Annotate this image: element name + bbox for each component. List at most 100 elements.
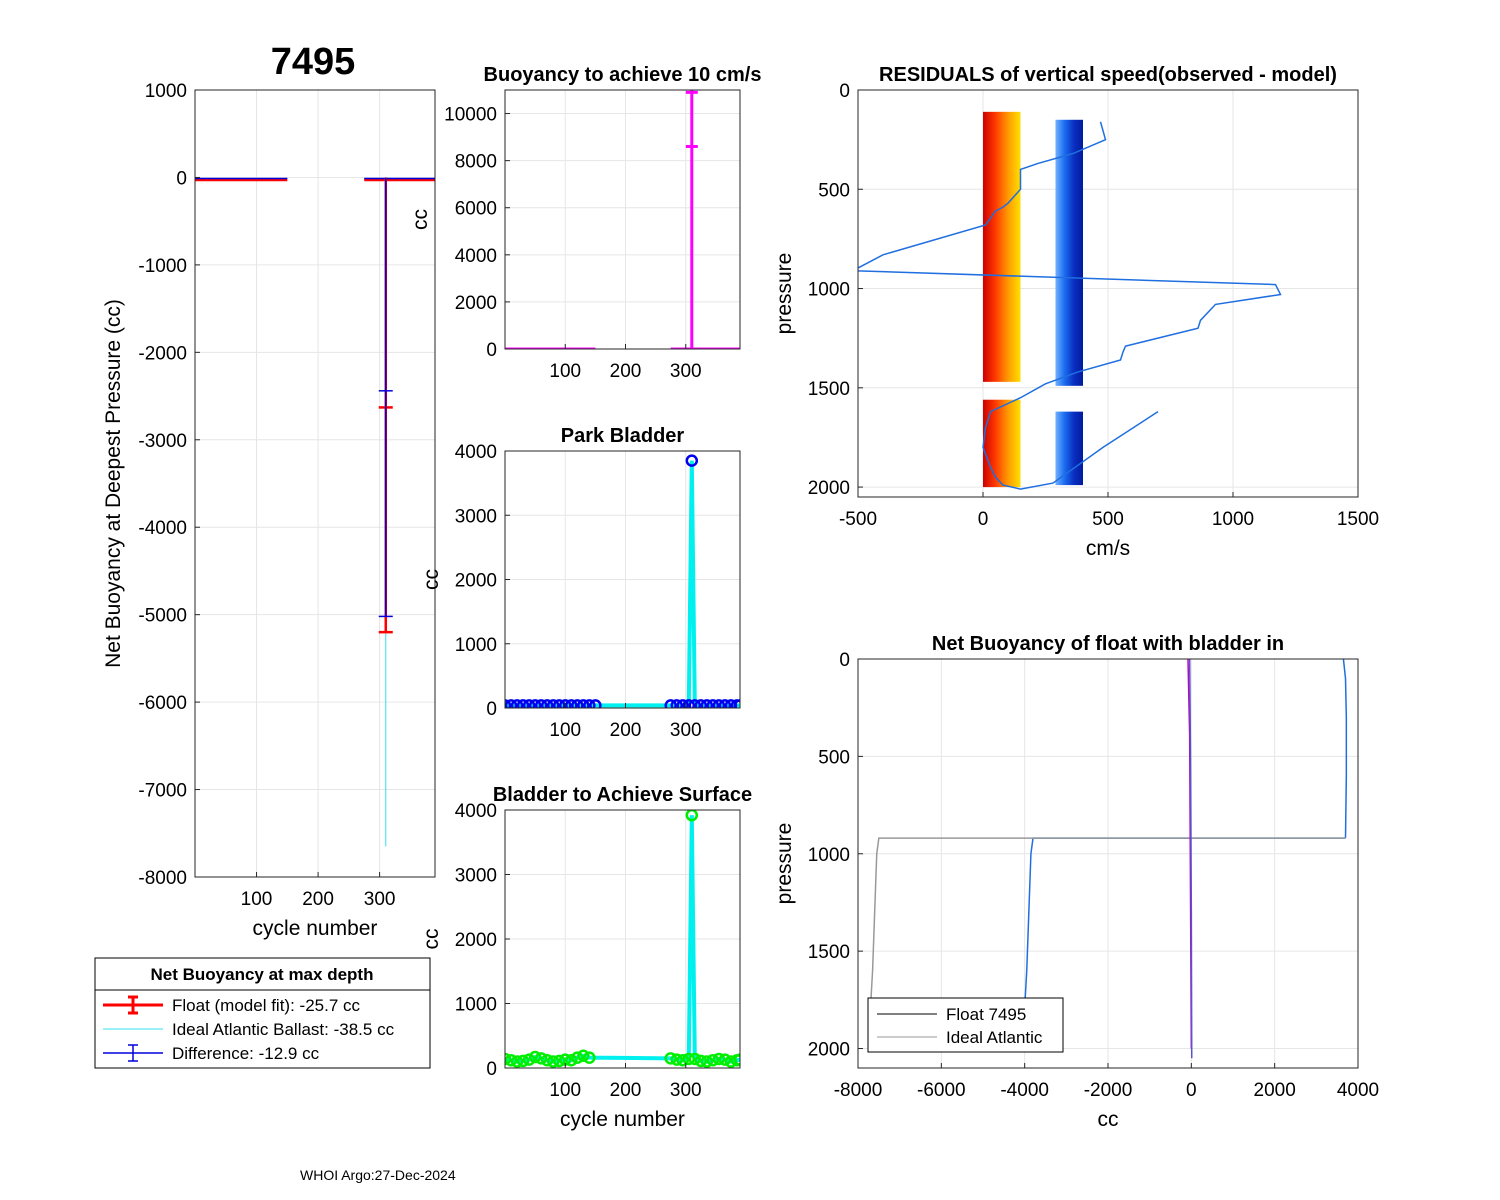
y-tick-label: -5000 bbox=[138, 606, 187, 627]
x-tick-label: -8000 bbox=[834, 1080, 883, 1101]
data-point bbox=[694, 699, 708, 708]
x-tick-label: -2000 bbox=[1084, 1080, 1133, 1101]
data-point bbox=[685, 454, 699, 467]
y-tick-label: -1000 bbox=[138, 256, 187, 277]
data-point bbox=[516, 1054, 530, 1068]
y-tick-label: 3000 bbox=[455, 866, 497, 887]
y-tick-label: 3000 bbox=[455, 506, 497, 527]
y-axis-label: pressure bbox=[773, 253, 796, 335]
data-point bbox=[676, 1054, 690, 1067]
y-tick-label: 1000 bbox=[455, 635, 497, 656]
chart-title: Park Bladder bbox=[561, 425, 685, 447]
series-line-residual bbox=[858, 121, 1282, 490]
y-tick-label: 1500 bbox=[808, 379, 850, 400]
warm-band bbox=[983, 111, 1021, 382]
x-tick-label: 300 bbox=[364, 889, 396, 910]
data-point bbox=[522, 1053, 536, 1066]
data-point bbox=[546, 1055, 560, 1068]
chart-title: Buoyancy to achieve 10 cm/s bbox=[484, 64, 762, 86]
x-tick-label: 100 bbox=[549, 720, 581, 741]
y-axis-label: cc bbox=[420, 569, 443, 590]
plot-content bbox=[869, 659, 1348, 1059]
data-point bbox=[712, 1052, 726, 1066]
panel-residuals: -500 0 500 1000 1500 0 500 1000 1500 2000 RESIDUAL… bbox=[773, 64, 1379, 560]
plot-area bbox=[505, 90, 740, 349]
data-point bbox=[682, 1052, 696, 1066]
legend-net-buoyancy: Net Buoyancy at max depth Float (model f… bbox=[94, 957, 431, 1069]
x-tick-label: 200 bbox=[302, 889, 334, 910]
x-tick-label: 300 bbox=[670, 720, 702, 741]
x-tick-label: 100 bbox=[549, 1080, 581, 1101]
x-tick-label: -500 bbox=[839, 509, 877, 530]
legend-box bbox=[94, 957, 431, 1069]
y-tick-label: 4000 bbox=[455, 246, 497, 267]
plot-content bbox=[195, 177, 435, 847]
x-tick-label: 500 bbox=[1092, 509, 1124, 530]
y-tick-label: 2000 bbox=[808, 478, 850, 499]
legend-bladder-box bbox=[867, 997, 1064, 1053]
plot-content bbox=[505, 810, 740, 1068]
data-point bbox=[571, 699, 584, 708]
y-tick-label: 0 bbox=[176, 168, 187, 189]
y-tick-label: 6000 bbox=[455, 199, 497, 220]
data-point bbox=[534, 699, 548, 708]
data-point bbox=[718, 1053, 732, 1066]
data-point bbox=[589, 699, 602, 708]
x-tick-label: 100 bbox=[549, 361, 581, 382]
plot-area bbox=[195, 90, 435, 877]
data-point bbox=[694, 1054, 708, 1068]
legend-title: Net Buoyancy at max depth bbox=[151, 965, 374, 984]
y-tick-label: 0 bbox=[486, 340, 497, 361]
data-point bbox=[528, 699, 542, 708]
x-tick-label: -6000 bbox=[917, 1080, 966, 1101]
data-point bbox=[516, 699, 530, 708]
data-point bbox=[546, 699, 560, 708]
data-point bbox=[700, 1055, 714, 1068]
y-tick-label: 2000 bbox=[808, 1040, 850, 1061]
y-axis-label: cc bbox=[420, 929, 443, 950]
y-tick-label: 10000 bbox=[444, 105, 497, 126]
data-point bbox=[571, 1051, 584, 1064]
x-tick-label: 0 bbox=[1186, 1080, 1197, 1101]
data-point bbox=[688, 1052, 702, 1066]
data-point bbox=[733, 699, 740, 708]
y-tick-label: 1500 bbox=[808, 942, 850, 963]
plot-content bbox=[505, 454, 740, 708]
data-point bbox=[664, 1052, 677, 1065]
series-line-blue-profile-a bbox=[1342, 659, 1348, 839]
data-point bbox=[700, 699, 714, 708]
y-axis-label: Net Buoyancy at Deepest Pressure (cc) bbox=[102, 299, 125, 668]
data-point bbox=[565, 1054, 578, 1067]
axes-box bbox=[504, 89, 741, 350]
x-tick-label: 300 bbox=[670, 361, 702, 382]
x-axis-label: cm/s bbox=[1086, 537, 1130, 560]
data-point bbox=[583, 699, 596, 708]
data-point bbox=[676, 699, 690, 708]
footer-credit: WHOI Argo:27-Dec-2024 bbox=[300, 1167, 456, 1183]
legend-bladder: Float 7495 Ideal Atlantic bbox=[867, 997, 1064, 1053]
y-tick-label: 0 bbox=[839, 81, 850, 102]
data-point bbox=[510, 699, 524, 708]
panel-buoyancy-10cms: 100 200 300 0 2000 4000 6000 8000 10000 Buoyancy … bbox=[409, 64, 761, 382]
panel-net-buoyancy-deepest: 7495 100 200 300 1000 0 -1000 -2000 -3000 -4000 -… bbox=[102, 41, 436, 940]
plot-content bbox=[858, 111, 1282, 490]
data-point bbox=[577, 699, 590, 708]
legend-item-ideal-atlantic: Ideal Atlantic bbox=[946, 1028, 1043, 1047]
float-id-title: 7495 bbox=[271, 41, 356, 83]
y-tick-label: -7000 bbox=[138, 781, 187, 802]
x-tick-label: 200 bbox=[610, 361, 642, 382]
y-tick-label: 500 bbox=[818, 747, 850, 768]
y-tick-label: 500 bbox=[818, 180, 850, 201]
y-tick-label: 0 bbox=[486, 699, 497, 720]
legend-item-ideal: Ideal Atlantic Ballast: -38.5 cc bbox=[172, 1020, 395, 1039]
series-line-purple-trace bbox=[1188, 659, 1193, 1059]
data-point bbox=[540, 1054, 554, 1067]
cool-band bbox=[1055, 119, 1083, 386]
plot-content bbox=[505, 90, 740, 349]
data-point bbox=[688, 699, 702, 708]
data-point bbox=[664, 699, 677, 708]
data-point bbox=[583, 1051, 596, 1064]
